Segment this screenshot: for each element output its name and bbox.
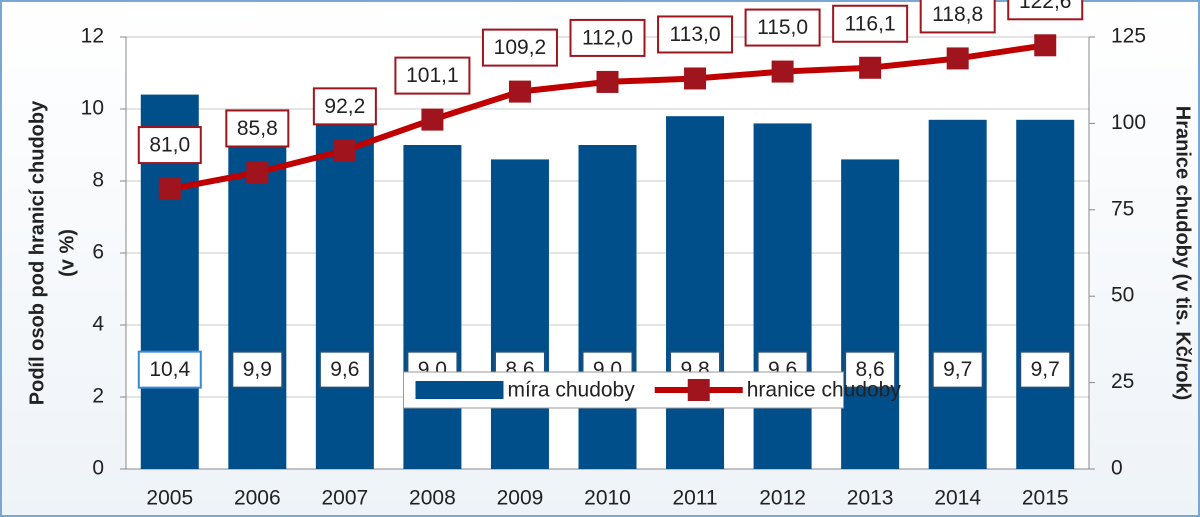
line-value-label-box [657, 15, 734, 54]
line-value-label: 85,8 [237, 117, 278, 140]
line-value-label-box [394, 56, 471, 95]
line-value-label: 112,0 [582, 26, 633, 49]
line-marker [1034, 34, 1057, 57]
bar-value-label: 9,7 [943, 358, 972, 381]
legend-label: hranice chudoby [747, 379, 902, 402]
line-value-label: 115,0 [757, 16, 808, 39]
bar-value-label: 10,4 [149, 358, 190, 381]
line-marker [246, 161, 269, 184]
legend-swatch-marker [687, 379, 710, 401]
y2-tick-label: 25 [1111, 370, 1134, 393]
x-tick-label: 2013 [847, 487, 894, 510]
y2-tick-label: 0 [1111, 457, 1123, 480]
y2-tick-label: 50 [1111, 284, 1134, 307]
bar [666, 116, 725, 469]
line-value-label-box [1007, 0, 1084, 21]
bar [841, 159, 900, 469]
x-tick-label: 2007 [322, 487, 369, 510]
line-marker [684, 67, 707, 90]
x-tick-label: 2012 [759, 487, 806, 510]
line-marker [946, 47, 969, 70]
bar [928, 119, 987, 470]
x-tick-label: 2010 [584, 487, 631, 510]
x-tick-label: 2009 [497, 487, 544, 510]
x-tick-label: 2014 [934, 487, 981, 510]
bar [753, 123, 812, 470]
bar-value-label: 8,6 [856, 358, 885, 381]
line-value-label-box [481, 28, 558, 67]
y-tick-label: 8 [92, 169, 104, 192]
line-value-label-box [744, 8, 821, 47]
bar-value-label: 9,6 [330, 358, 359, 381]
bar-value-label: 9,7 [1031, 358, 1060, 381]
bar-value-label-box [931, 350, 984, 389]
y-tick-label: 10 [81, 97, 104, 120]
legend-label: míra chudoby [508, 379, 636, 402]
line-value-label: 118,8 [932, 3, 983, 26]
line-value-label: 109,2 [494, 36, 547, 59]
bar-value-label: 9,9 [243, 358, 272, 381]
bar-value-label-box [1019, 350, 1072, 389]
line-marker [596, 70, 619, 93]
bar [403, 145, 462, 469]
y-tick-label: 4 [92, 313, 104, 336]
y-tick-label: 0 [92, 457, 104, 480]
x-tick-label: 2005 [146, 487, 193, 510]
line-value-label: 116,1 [845, 12, 896, 35]
bar-value-label-box [231, 350, 284, 389]
x-tick-label: 2006 [234, 487, 281, 510]
line-value-label-box [569, 18, 646, 57]
bar [578, 145, 637, 469]
bar [490, 159, 549, 469]
line-marker [333, 139, 356, 162]
y-tick-label: 2 [92, 385, 104, 408]
line-value-label-box [919, 0, 996, 34]
line-value-label-box [225, 109, 290, 148]
y2-tick-label: 125 [1111, 25, 1146, 48]
line-marker [508, 80, 531, 103]
y-tick-label: 12 [81, 25, 104, 48]
line-value-label: 101,1 [406, 64, 459, 87]
line-marker [771, 60, 794, 83]
y-tick-label: 6 [92, 241, 104, 264]
line-marker [158, 178, 181, 201]
line-value-label: 81,0 [149, 134, 190, 157]
bar-value-label-box [137, 350, 202, 389]
line-marker [421, 108, 444, 131]
x-tick-label: 2011 [672, 487, 717, 510]
bar-value-label-box [318, 350, 371, 389]
bar [1016, 119, 1075, 470]
y2-tick-label: 100 [1111, 111, 1146, 134]
y-axis-title: Podíl osob pod hranicí chudoby [26, 100, 48, 405]
y-axis-title: (v %) [56, 229, 78, 277]
line-value-label-box [312, 87, 377, 126]
x-tick-label: 2008 [409, 487, 456, 510]
x-tick-label: 2015 [1022, 487, 1069, 510]
y2-axis-title: Hranice chudoby (v tis. Kč/rok) [1172, 106, 1194, 401]
bar [315, 123, 374, 470]
line-value-label-box [137, 126, 202, 165]
line-value-label: 92,2 [324, 95, 365, 118]
legend-swatch [415, 381, 504, 399]
line-value-label: 113,0 [670, 23, 721, 46]
line-marker [859, 56, 882, 79]
bar-value-label-box [844, 350, 897, 389]
y2-tick-label: 75 [1111, 197, 1134, 220]
line-value-label: 122,6 [1019, 0, 1072, 13]
line-value-label-box [832, 4, 909, 43]
